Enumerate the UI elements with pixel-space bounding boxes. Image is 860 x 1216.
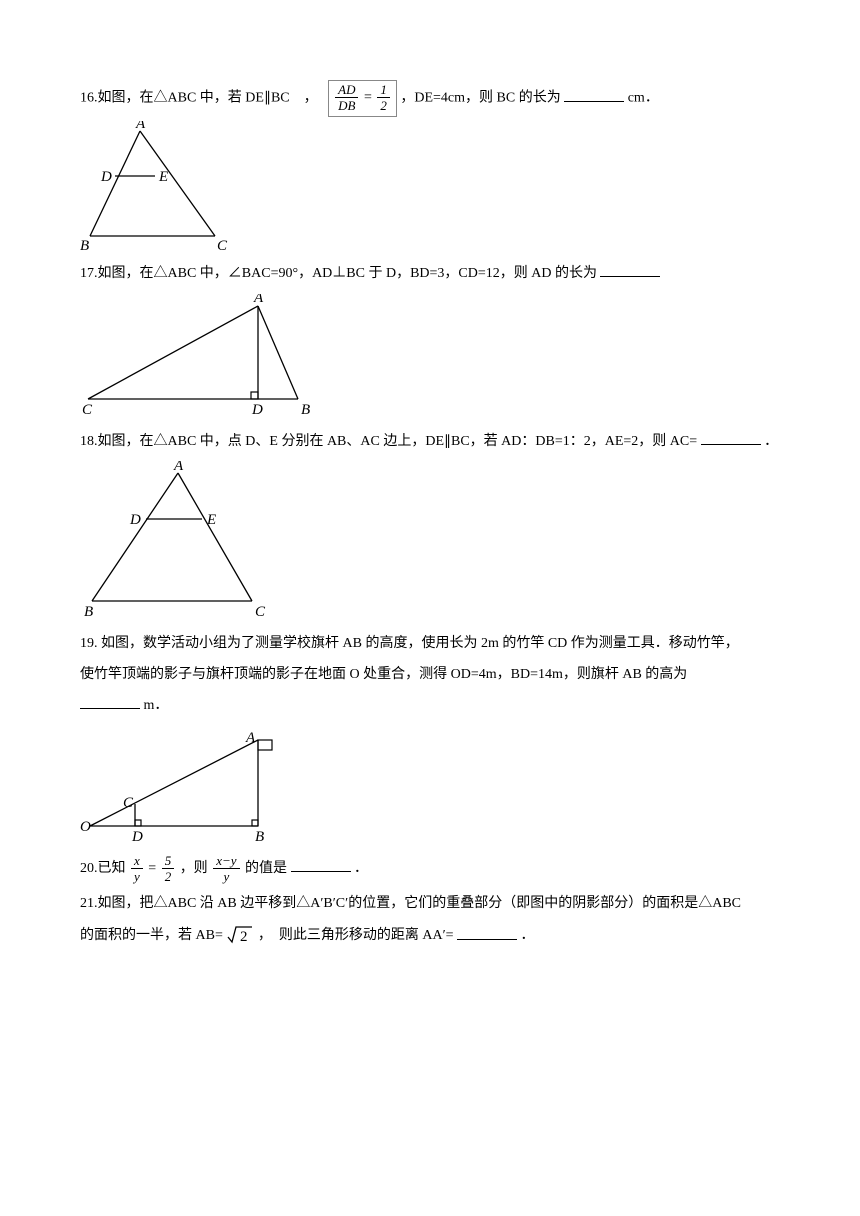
q17-diagram: C A D B [80,294,320,419]
svg-text:2: 2 [240,929,248,945]
svg-text:A: A [245,730,256,746]
svg-text:D: D [131,829,143,845]
q18-diagram: A D E B C [80,461,280,621]
q16-unit: cm． [628,91,659,106]
q21-line1: 21.如图，把△ABC 沿 AB 边平移到△A′B′C′的位置，它们的重叠部分（… [80,889,780,920]
svg-text:C: C [255,604,266,620]
q19-diagram: O D C B A [80,726,290,846]
svg-text:C: C [217,238,228,251]
q20-frac2: 52 [162,854,175,883]
q16-fraction-equation: ADDB = 12 [328,80,397,117]
q16-diagram: A D E B C [80,121,240,251]
svg-text:E: E [158,169,168,185]
q18-text: 18.如图，在△ABC 中，点 D、E 分别在 AB、AC 边上，DE∥BC，若… [80,434,697,449]
q20-frac1: xy [131,854,143,883]
q19-line2: 使竹竿顶端的影子与旗杆顶端的影子在地面 O 处重合，测得 OD=4m，BD=14… [80,667,687,682]
svg-text:B: B [301,402,310,418]
q20-after: 的值是 [245,861,287,876]
q21-sqrt: 2 [226,919,254,953]
q16-text-a: 16.如图，在△ABC 中，若 DE∥BC ， [80,91,325,106]
q19-line1: 19. 如图，数学活动小组为了测量学校旗杆 AB 的高度，使用长为 2m 的竹竿… [80,629,780,660]
svg-text:C: C [82,402,93,418]
q17-blank [600,262,660,277]
q21-blank [457,925,517,940]
q18-blank [701,430,761,445]
q20-frac3: x−yy [213,854,239,883]
q20-eq: = [148,861,159,876]
q18-tail: ． [764,434,778,449]
svg-text:D: D [129,512,141,528]
q16-blank [564,87,624,102]
question-18: 18.如图，在△ABC 中，点 D、E 分别在 AB、AC 边上，DE∥BC，若… [80,427,780,458]
svg-text:D: D [100,169,112,185]
svg-text:D: D [251,402,263,418]
svg-text:C: C [123,795,134,811]
svg-text:B: B [84,604,93,620]
svg-text:A: A [173,461,184,474]
question-21: 21.如图，把△ABC 沿 AB 边平移到△A′B′C′的位置，它们的重叠部分（… [80,889,780,954]
svg-text:A: A [253,294,264,306]
svg-text:E: E [206,512,216,528]
q17-text: 17.如图，在△ABC 中，∠BAC=90°，AD⊥BC 于 D，BD=3，CD… [80,266,597,281]
question-17: 17.如图，在△ABC 中，∠BAC=90°，AD⊥BC 于 D，BD=3，CD… [80,259,780,290]
q19-blank [80,694,140,709]
q20-tail: ． [354,861,368,876]
svg-text:B: B [80,238,89,251]
q21-line2a: 的面积的一半，若 AB= [80,929,223,944]
question-16: 16.如图，在△ABC 中，若 DE∥BC ， ADDB = 12 ，DE=4c… [80,80,780,117]
q20-mid: ，则 [180,861,212,876]
svg-text:B: B [255,829,264,845]
svg-text:O: O [80,819,91,835]
q20-blank [291,857,351,872]
q19-unit: m． [144,698,169,713]
svg-text:A: A [135,121,146,132]
question-19: 19. 如图，数学活动小组为了测量学校旗杆 AB 的高度，使用长为 2m 的竹竿… [80,629,780,721]
q21-tail: ． [521,929,535,944]
q20-prefix: 20.已知 [80,861,129,876]
q21-line2b: ， 则此三角形移动的距离 AA′= [258,929,454,944]
q16-text-b: ，DE=4cm，则 BC 的长为 [400,91,560,106]
question-20: 20.已知 xy = 52 ，则 x−yy 的值是 ． [80,854,780,885]
